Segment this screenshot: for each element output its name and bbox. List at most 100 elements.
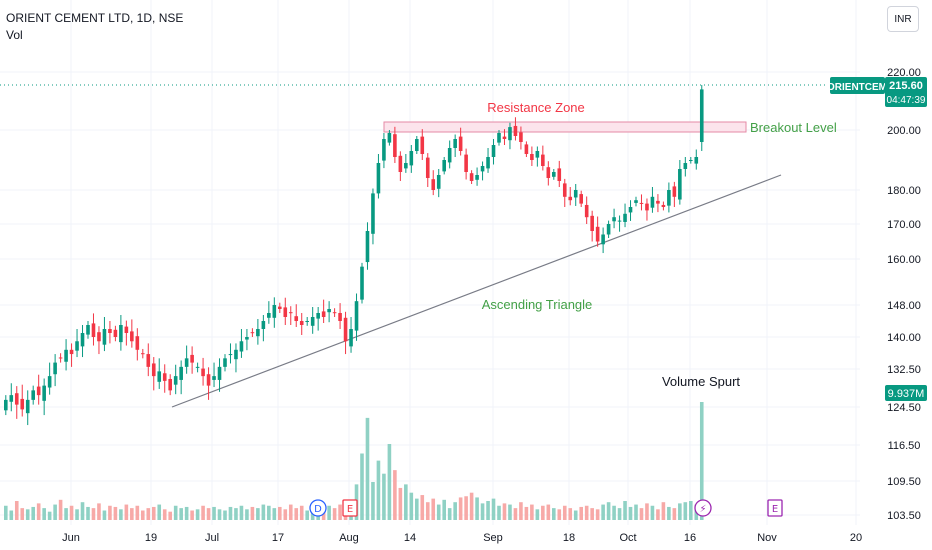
volume-bar — [546, 504, 551, 520]
candle-body — [530, 154, 534, 160]
candle-body — [464, 154, 468, 172]
volume-bar — [623, 501, 627, 520]
volume-indicator-label[interactable]: Vol — [6, 28, 23, 42]
volume-bar — [305, 510, 309, 520]
event-markers: D E ⚡ E — [309, 499, 783, 517]
symbol-title[interactable]: ORIENT CEMENT LTD, 1D, NSE — [6, 11, 184, 25]
candle-body — [458, 136, 463, 151]
event-marker[interactable]: ⚡ — [694, 499, 712, 517]
volume-bar — [464, 496, 468, 520]
volume-bar — [447, 508, 452, 520]
volume-bar — [162, 509, 167, 520]
currency-button[interactable]: INR — [887, 6, 919, 32]
x-tick-label: 16 — [684, 532, 696, 544]
event-marker-letter: ⚡ — [699, 504, 706, 515]
candle-body — [4, 399, 8, 411]
candle-body — [332, 312, 337, 314]
volume-bar — [393, 470, 397, 520]
candle-body — [656, 200, 660, 204]
grid-lines — [0, 0, 860, 525]
y-tick-label: 109.50 — [887, 476, 921, 488]
volume-bar — [25, 509, 30, 520]
candle-body — [387, 133, 392, 143]
price-axis[interactable]: 220.00 200.00 180.00 170.00 160.00 148.00 140.… — [887, 67, 921, 522]
candle-body — [36, 386, 41, 396]
volume-bar — [267, 505, 271, 520]
volume-bar — [497, 505, 501, 520]
candle-body — [371, 193, 375, 234]
event-marker[interactable]: D — [309, 499, 327, 517]
candle-body — [234, 349, 238, 360]
volume-bar — [108, 505, 112, 520]
volume-bar — [151, 506, 156, 520]
candle-body — [25, 399, 30, 414]
volume-bar — [168, 511, 172, 520]
candle-body — [409, 151, 414, 166]
volume-bar — [14, 501, 19, 520]
candle-body — [80, 333, 85, 347]
volume-bar — [584, 505, 589, 520]
volume-bar — [628, 506, 633, 520]
volume-bar — [650, 505, 655, 520]
volume-bar — [20, 508, 25, 520]
y-tick-label: 116.50 — [888, 440, 921, 452]
volume-bar — [524, 506, 529, 520]
volume-bar — [206, 508, 211, 520]
volume-bar — [58, 499, 63, 520]
candle-body — [595, 226, 600, 242]
candle-body — [404, 163, 408, 169]
volume-bar — [80, 502, 85, 520]
volume-bar — [327, 505, 331, 520]
x-tick-label: Sep — [483, 532, 503, 544]
candle-body — [579, 194, 583, 204]
price-tag-ticker: ORIENTCEM — [827, 82, 887, 93]
volume-spurt-label: Volume Spurt — [662, 374, 740, 389]
volume-bar — [195, 509, 200, 520]
volume-bar — [530, 504, 534, 520]
volume-bar — [689, 501, 693, 520]
candle-body — [261, 321, 266, 329]
volume-bar — [113, 506, 118, 520]
candle-body — [601, 234, 605, 245]
candle-body — [69, 349, 74, 355]
volume-bar — [387, 444, 392, 520]
candle-body — [398, 155, 403, 172]
event-marker-circle — [309, 499, 327, 517]
y-tick-label: 132.50 — [887, 364, 921, 376]
candle-body — [14, 393, 19, 405]
volume-bar — [699, 402, 704, 520]
candle-body — [173, 376, 178, 385]
volume-bar — [75, 509, 79, 520]
candle-body — [360, 266, 364, 300]
candle-body — [502, 136, 507, 139]
y-tick-label: 160.00 — [887, 254, 921, 266]
volume-bar — [606, 502, 611, 520]
resistance-zone-layer — [0, 84, 828, 408]
volume-bar — [31, 506, 35, 520]
x-tick-label: 18 — [563, 532, 575, 544]
volume-bar — [184, 506, 189, 520]
time-axis[interactable]: Jun 19 Jul 17 Aug 14 Sep 18 Oct 16 Nov 20 — [62, 532, 862, 544]
volume-bar — [568, 508, 573, 520]
event-marker[interactable]: E — [342, 499, 358, 517]
candle-body — [453, 139, 457, 148]
candle-body — [442, 160, 446, 172]
candle-body — [97, 332, 101, 342]
volume-bar — [130, 508, 134, 520]
volume-bar — [436, 504, 441, 520]
candle-body — [168, 378, 172, 391]
volume-bar — [667, 506, 671, 520]
candle-body — [354, 301, 359, 331]
candle-body — [272, 305, 277, 318]
candle-body — [108, 329, 112, 333]
candle-body — [519, 132, 523, 142]
candle-body — [102, 329, 107, 345]
candle-body — [678, 169, 682, 200]
volume-bar — [278, 506, 282, 520]
candle-body — [376, 163, 381, 194]
event-marker-box — [767, 499, 783, 517]
event-marker[interactable]: E — [767, 499, 783, 517]
candle-body — [184, 358, 189, 367]
volume-bar — [173, 505, 178, 520]
